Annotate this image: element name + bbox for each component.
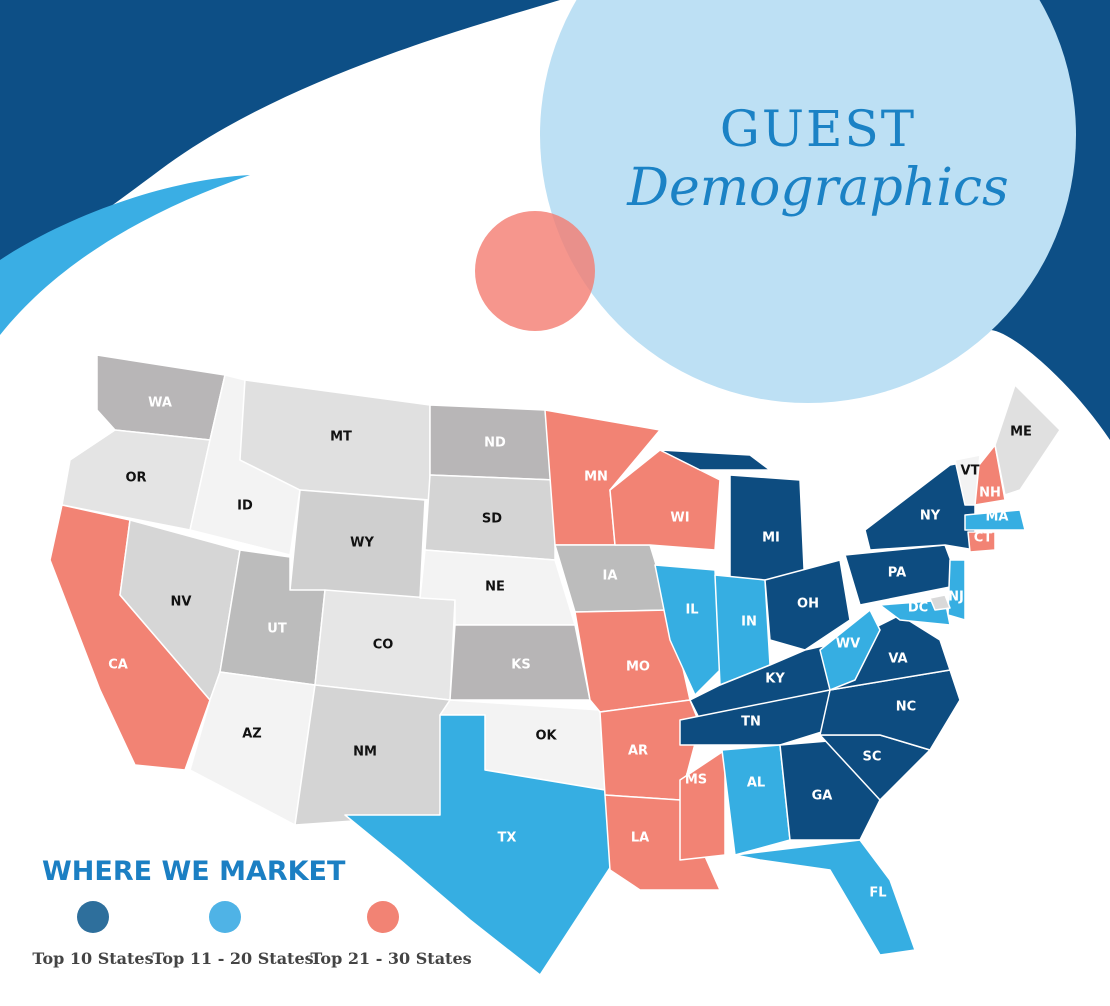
state-label: VT <box>961 464 980 479</box>
state-label: NM <box>353 745 377 760</box>
state-label: LA <box>631 831 649 846</box>
state-label: ME <box>1010 425 1032 440</box>
state-shape <box>604 794 721 891</box>
state-label: KY <box>765 672 785 687</box>
state-label: VA <box>888 652 907 667</box>
legend-title: WHERE WE MARKET <box>42 856 346 887</box>
legend-label: Top 10 States <box>32 949 153 968</box>
state-label: MT <box>330 430 352 445</box>
state-shape <box>764 559 851 651</box>
state-label: NH <box>979 486 1001 501</box>
state-label: PA <box>888 566 906 581</box>
state-label: CA <box>108 658 128 673</box>
state-label: TX <box>498 831 517 846</box>
state-label: NJ <box>948 590 964 605</box>
state-label: TN <box>741 715 761 730</box>
state-shape <box>967 531 996 553</box>
state-label: OK <box>535 729 557 744</box>
accent-circle <box>475 211 595 331</box>
state-shape <box>929 594 951 611</box>
state-label: AL <box>747 776 765 791</box>
legend-label: Top 21 - 30 States <box>310 949 471 968</box>
state-shape <box>964 509 1026 531</box>
background-accent <box>0 175 250 335</box>
us-map: WA OR CA ID MT WY NV UT CO AZ NM ND SD N… <box>49 354 1061 976</box>
legend-swatch <box>367 901 399 933</box>
state-label: SC <box>863 750 882 765</box>
state-label: GA <box>812 789 833 804</box>
state-shape <box>654 564 721 696</box>
state-label: MA <box>986 510 1009 525</box>
state-label: UT <box>267 622 287 637</box>
state-label: ID <box>237 499 253 514</box>
state-label: NY <box>920 509 941 524</box>
state-shape <box>61 429 211 531</box>
state-shape <box>599 699 701 801</box>
state-label: IA <box>603 569 618 584</box>
state-shape <box>721 744 791 856</box>
state-label: CT <box>974 531 993 546</box>
state-label: AR <box>628 744 648 759</box>
state-shape <box>994 384 1061 496</box>
title-line-1: GUEST <box>720 100 916 158</box>
state-shape <box>189 671 316 826</box>
state-shape <box>947 559 966 621</box>
background-swoosh <box>0 0 560 280</box>
state-label: MS <box>685 773 707 788</box>
state-shape <box>879 599 951 626</box>
state-label: FL <box>869 886 886 901</box>
state-label: IN <box>741 615 757 630</box>
state-label: WV <box>836 637 860 652</box>
state-label: IL <box>685 603 698 618</box>
state-label: WA <box>148 396 172 411</box>
legend-swatch <box>209 901 241 933</box>
legend-swatch <box>77 901 109 933</box>
state-label: ND <box>484 436 506 451</box>
legend-label: Top 11 - 20 States <box>152 949 313 968</box>
state-label: AZ <box>242 727 262 742</box>
state-shape <box>344 714 616 976</box>
state-shape <box>954 454 981 506</box>
state-shape <box>659 449 771 471</box>
state-label: DC <box>908 601 928 616</box>
state-label: OR <box>125 471 146 486</box>
state-shape <box>679 749 726 861</box>
state-label: MO <box>626 660 650 675</box>
state-label: MN <box>584 470 608 485</box>
title-line-2: Demographics <box>626 158 1008 218</box>
state-label: NV <box>171 595 192 610</box>
state-label: NC <box>896 700 916 715</box>
state-label: WY <box>350 536 374 551</box>
state-label: MI <box>762 531 780 546</box>
state-label: WI <box>670 511 689 526</box>
title-circle <box>540 0 1076 403</box>
state-label: SD <box>482 512 502 527</box>
state-label: KS <box>511 658 530 673</box>
state-shape <box>819 609 881 691</box>
state-label: OH <box>797 597 819 612</box>
state-shape <box>734 839 916 956</box>
state-label: NE <box>485 580 505 595</box>
state-label: CO <box>373 638 394 653</box>
